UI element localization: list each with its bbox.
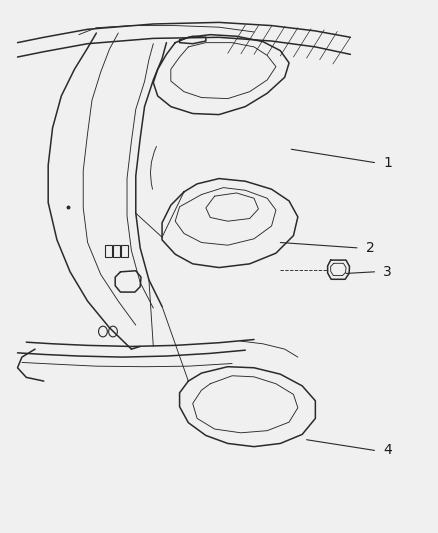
Text: 3: 3	[383, 265, 392, 279]
Text: 4: 4	[383, 443, 392, 457]
Bar	[121, 245, 128, 257]
Text: 2: 2	[366, 241, 374, 255]
Bar	[113, 245, 120, 257]
Bar	[105, 245, 112, 257]
Text: 1: 1	[383, 156, 392, 169]
